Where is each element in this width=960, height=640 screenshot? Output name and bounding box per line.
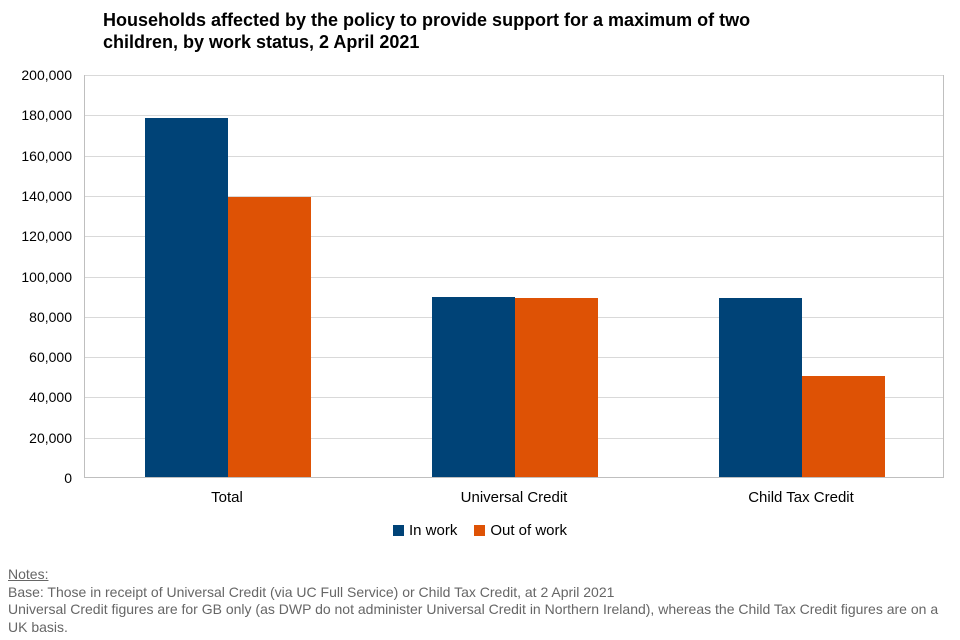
chart-legend: In work Out of work [0,522,960,539]
legend-label-in-work: In work [408,522,458,539]
note-coverage-line: Universal Credit figures are for GB only… [8,601,939,635]
bar-in-work-child-tax-credit [719,298,802,477]
y-tick-label-200000: 200,000 [21,67,72,83]
note-base-line: Base: Those in receipt of Universal Cred… [8,583,615,600]
y-tick-label-40000: 40,000 [29,389,72,406]
bar-out-of-work-child-tax-credit [802,376,885,477]
bar-out-of-work-universal-credit [515,298,598,477]
y-tick-label-140000: 140,000 [21,187,72,204]
y-tick-label-120000: 120,000 [21,228,72,245]
gridline-160000 [85,155,943,157]
gridline-100000 [85,276,943,278]
y-tick-label-180000: 180,000 [21,107,72,124]
bar-in-work-total [145,118,228,477]
legend-item-out-of-work: Out of work [474,522,567,539]
legend-item-in-work: In work [392,522,458,539]
y-tick-label-100000: 100,000 [21,268,72,285]
gridline-120000 [85,236,943,238]
chart-title: Households affected by the policy to pro… [103,9,750,53]
legend-swatch-in-work [392,525,404,536]
y-tick-label-60000: 60,000 [29,349,72,366]
bar-out-of-work-total [228,197,311,477]
gridline-140000 [85,195,943,197]
x-category-label-total: Total [211,489,243,506]
x-category-label-child-tax-credit: Child Tax Credit [748,489,854,506]
y-tick-label-0: 0 [64,470,72,486]
notes-section: Notes: Base: Those in receipt of Univers… [8,566,943,636]
bar-chart-plot-area [84,75,944,478]
gridline-200000 [85,75,943,76]
legend-label-out-of-work: Out of work [490,522,568,539]
legend-swatch-out-of-work [474,525,486,536]
gridline-180000 [85,115,943,117]
chart-title-line2: children, by work status, 2 April 2021 [103,32,420,52]
notes-heading: Notes: [8,566,49,582]
x-category-label-universal-credit: Universal Credit [460,489,568,506]
chart-title-line1: Households affected by the policy to pro… [103,10,751,30]
y-tick-label-160000: 160,000 [21,147,72,164]
y-tick-label-80000: 80,000 [29,308,72,325]
y-tick-label-20000: 20,000 [29,429,72,446]
bar-in-work-universal-credit [432,297,515,477]
